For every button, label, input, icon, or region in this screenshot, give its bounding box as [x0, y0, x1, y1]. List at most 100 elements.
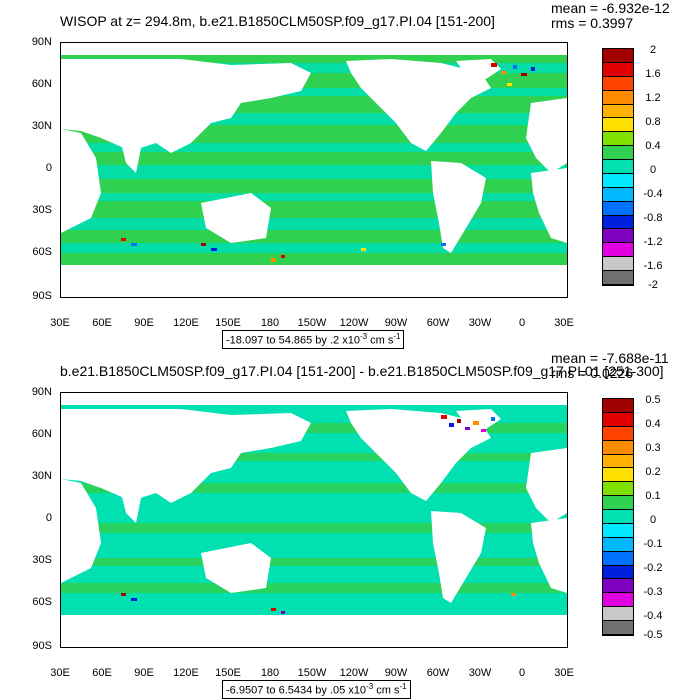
lon-label: 120W [339, 667, 369, 679]
map-field [61, 393, 567, 647]
mean-stat: mean = -6.932e-12 [551, 0, 670, 16]
colorbar-swatch [603, 271, 633, 285]
colorbar-swatch [603, 426, 633, 441]
lon-label: 120E [173, 317, 199, 329]
colorbar-label: 1.6 [645, 68, 661, 80]
lon-label: 30W [468, 317, 492, 329]
colorbar-label: 0 [649, 164, 657, 176]
lat-label: 0 [45, 162, 52, 174]
colorbar-swatch [603, 468, 633, 483]
colorbar-swatch [603, 76, 633, 91]
colorbar-swatch [603, 523, 633, 538]
lon-label: 90W [384, 667, 408, 679]
range-text: -18.097 to 54.865 by .2 x10 [226, 334, 360, 347]
range-exp: -3 [359, 332, 368, 341]
colorbar-swatch [603, 118, 633, 133]
colorbar-swatch [603, 229, 633, 244]
colorbar-label: -0.2 [643, 562, 663, 574]
lon-label: 90E [134, 317, 154, 329]
colorbar-swatch [603, 454, 633, 469]
colorbar-label: -0.8 [643, 212, 663, 224]
lat-label: 90N [31, 36, 52, 48]
lat-label: 60S [32, 246, 52, 258]
rms-stat: rms = 0.3997 [551, 15, 634, 31]
lon-label: 120W [339, 317, 369, 329]
lat-label: 30N [31, 120, 52, 132]
colorbar-swatch [603, 551, 633, 566]
colorbar-swatch [603, 243, 633, 258]
colorbar-swatch [603, 173, 633, 188]
colorbar-swatch [603, 160, 633, 174]
colorbar-label: -1.6 [643, 260, 663, 272]
colorbar-label: 0.8 [645, 116, 661, 128]
panel-top: WISOP at z= 294.8m, b.e21.B1850CLM50SP.f… [31, 0, 670, 349]
lon-label: 30E [554, 667, 574, 679]
colorbar-label: 0.3 [645, 442, 661, 454]
lon-label: 30E [50, 317, 70, 329]
lon-label: 60E [92, 317, 112, 329]
colorbar-swatch [603, 187, 633, 202]
lon-label: 60E [92, 667, 112, 679]
colorbar-label: -2 [648, 279, 658, 291]
colorbar-label: 2 [649, 44, 657, 56]
colorbar-swatch [603, 90, 633, 105]
unit-exp: -1 [399, 682, 407, 691]
colorbar-swatch [603, 621, 633, 635]
colorbar-swatch [603, 412, 633, 427]
colorbar-swatch [603, 257, 633, 272]
lat-label: 30N [31, 470, 52, 482]
colorbar-swatch [603, 201, 633, 216]
colorbar-swatch [603, 132, 633, 147]
map-plot [60, 42, 568, 298]
lat-label: 0 [45, 512, 52, 524]
colorbar-label: 0.4 [645, 140, 661, 152]
lat-label: 60N [31, 428, 52, 440]
contour-info-box: -6.9507 to 6.5434 by .05 x10-3 cm s-1 [222, 680, 411, 699]
colorbar-swatch [603, 593, 633, 608]
contour-info-box: -18.097 to 54.865 by .2 x10-3 cm s-1 [222, 330, 405, 349]
colorbar-label: 0.2 [645, 466, 661, 478]
lon-label: 90W [384, 317, 408, 329]
lon-label: 0 [518, 317, 526, 329]
lon-label: 120E [173, 667, 199, 679]
lon-label: 0 [518, 667, 526, 679]
colorbar-label: -0.3 [643, 586, 663, 598]
lon-label: 60W [426, 667, 450, 679]
colorbar [602, 48, 634, 286]
colorbar-label: -0.1 [643, 538, 663, 550]
rms-stat: rms = 0.0226 [551, 365, 634, 381]
colorbar-label: -1.2 [643, 236, 663, 248]
colorbar-label: 0.4 [645, 418, 661, 430]
colorbar-swatch [603, 565, 633, 580]
colorbar [602, 398, 634, 636]
colorbar-swatch [603, 510, 633, 524]
map-plot [60, 392, 568, 648]
colorbar-label: 0.1 [645, 490, 661, 502]
colorbar-label: 0.5 [645, 394, 661, 406]
lon-label: 60W [426, 317, 450, 329]
colorbar-swatch [603, 215, 633, 230]
lat-label: 90S [32, 290, 52, 302]
colorbar-swatch [603, 62, 633, 77]
colorbar-swatch [603, 49, 633, 63]
lat-label: 90S [32, 640, 52, 652]
map-field [61, 43, 567, 297]
colorbar-label: 1.2 [645, 92, 661, 104]
lon-label: 180 [260, 317, 280, 329]
colorbar-swatch [603, 607, 633, 622]
colorbar-swatch [603, 146, 633, 161]
colorbar-label: -0.4 [643, 188, 663, 200]
lat-label: 60S [32, 596, 52, 608]
lat-label: 90N [31, 386, 52, 398]
lat-label: 30S [32, 204, 52, 216]
unit-text: cm s [373, 684, 400, 697]
colorbar-swatch [603, 399, 633, 413]
colorbar-swatch [603, 482, 633, 497]
colorbar-swatch [603, 579, 633, 594]
lon-label: 150W [297, 317, 327, 329]
lat-label: 30S [32, 554, 52, 566]
colorbar-swatch [603, 537, 633, 552]
unit-exp: -1 [393, 332, 401, 341]
colorbar-swatch [603, 104, 633, 119]
panel-bottom: b.e21.B1850CLM50SP.f09_g17.PI.04 [151-20… [0, 350, 700, 700]
